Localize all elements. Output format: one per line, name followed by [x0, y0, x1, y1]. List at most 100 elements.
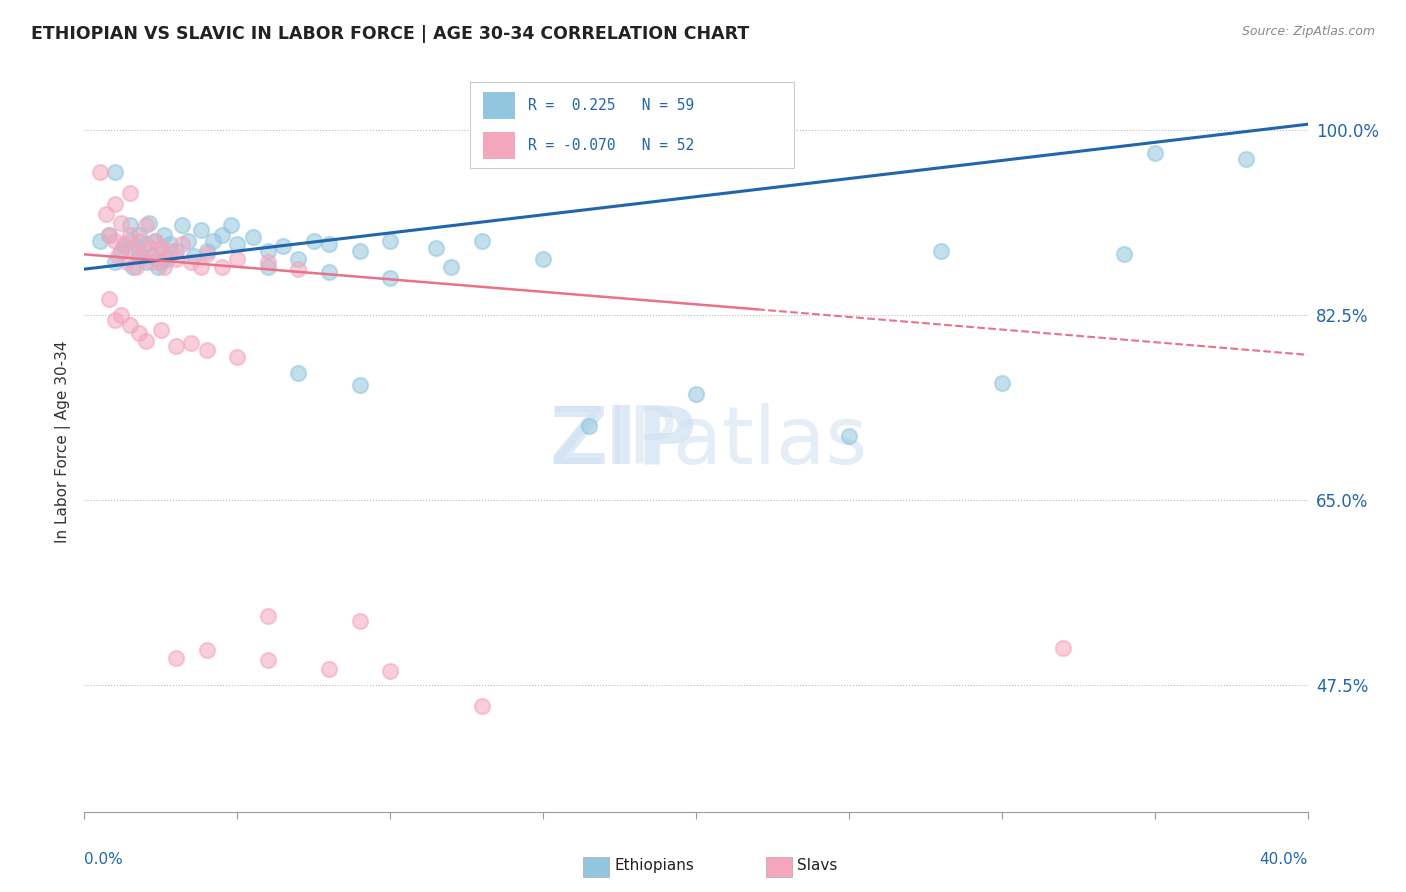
Point: [211, 260, 233, 274]
Point: [89, 165, 111, 179]
Y-axis label: In Labor Force | Age 30-34: In Labor Force | Age 30-34: [55, 340, 72, 543]
Point: [153, 260, 176, 274]
Point: [120, 228, 142, 243]
Point: [159, 244, 181, 259]
Point: [180, 254, 202, 268]
Point: [97, 228, 120, 243]
Point: [271, 239, 294, 253]
Point: [135, 334, 157, 348]
Point: [135, 254, 157, 268]
Point: [287, 366, 309, 380]
Point: [257, 260, 280, 274]
Text: Ethiopians: Ethiopians: [614, 858, 695, 872]
Point: [257, 254, 280, 268]
Point: [149, 324, 172, 338]
Point: [287, 262, 309, 277]
Point: [135, 236, 157, 251]
Point: [1236, 152, 1258, 166]
Point: [159, 236, 181, 251]
Point: [195, 244, 218, 259]
Text: Source: ZipAtlas.com: Source: ZipAtlas.com: [1241, 25, 1375, 38]
Point: [201, 234, 224, 248]
Point: [110, 308, 132, 322]
Point: [138, 241, 160, 255]
Point: [838, 429, 860, 443]
Point: [380, 270, 402, 285]
Point: [257, 653, 280, 667]
Point: [110, 244, 132, 259]
Point: [1143, 145, 1166, 160]
Point: [302, 234, 325, 248]
Point: [380, 234, 402, 248]
Point: [122, 244, 145, 259]
Point: [143, 234, 166, 248]
Point: [211, 228, 233, 243]
Point: [146, 252, 169, 266]
Point: [165, 651, 187, 665]
Point: [242, 230, 264, 244]
Point: [287, 252, 309, 266]
Point: [219, 218, 242, 232]
Point: [149, 254, 172, 268]
Point: [120, 218, 142, 232]
Point: [135, 218, 157, 232]
Point: [440, 260, 463, 274]
Point: [349, 378, 371, 392]
Text: Slavs: Slavs: [797, 858, 838, 872]
Point: [146, 260, 169, 274]
Point: [195, 643, 218, 657]
Point: [104, 254, 127, 268]
Point: [112, 239, 135, 253]
Point: [104, 234, 127, 248]
Point: [318, 265, 340, 279]
Point: [104, 313, 127, 327]
Point: [104, 196, 127, 211]
Point: [120, 234, 142, 248]
Point: [190, 223, 212, 237]
Point: [1114, 247, 1136, 261]
Point: [107, 250, 129, 264]
Point: [115, 254, 138, 268]
Point: [531, 252, 554, 266]
Point: [128, 250, 150, 264]
Point: [471, 698, 494, 713]
Point: [143, 234, 166, 248]
Point: [685, 387, 707, 401]
Point: [226, 350, 249, 364]
Point: [141, 250, 163, 264]
Point: [1052, 640, 1074, 655]
Point: [110, 216, 132, 230]
Point: [97, 228, 120, 243]
Point: [128, 228, 150, 243]
Point: [991, 376, 1014, 391]
Point: [120, 318, 142, 333]
Text: ZIP: ZIP: [550, 402, 696, 481]
Point: [149, 241, 172, 255]
Point: [195, 247, 218, 261]
Point: [172, 218, 194, 232]
Point: [138, 216, 160, 230]
Point: [172, 236, 194, 251]
Point: [425, 241, 447, 255]
Point: [318, 236, 340, 251]
Point: [318, 662, 340, 676]
Point: [131, 250, 153, 264]
Text: ETHIOPIAN VS SLAVIC IN LABOR FORCE | AGE 30-34 CORRELATION CHART: ETHIOPIAN VS SLAVIC IN LABOR FORCE | AGE…: [31, 25, 749, 43]
Point: [125, 260, 148, 274]
Point: [380, 664, 402, 678]
Point: [94, 207, 117, 221]
Point: [153, 228, 176, 243]
Text: 0.0%: 0.0%: [84, 853, 124, 867]
Point: [128, 244, 150, 259]
Point: [257, 244, 280, 259]
Point: [89, 234, 111, 248]
Point: [471, 234, 494, 248]
Point: [929, 244, 952, 259]
Point: [226, 236, 249, 251]
Point: [180, 336, 202, 351]
Point: [349, 615, 371, 629]
Point: [165, 244, 187, 259]
Point: [141, 254, 163, 268]
Point: [156, 252, 179, 266]
Text: ZIPatlas: ZIPatlas: [550, 402, 868, 481]
